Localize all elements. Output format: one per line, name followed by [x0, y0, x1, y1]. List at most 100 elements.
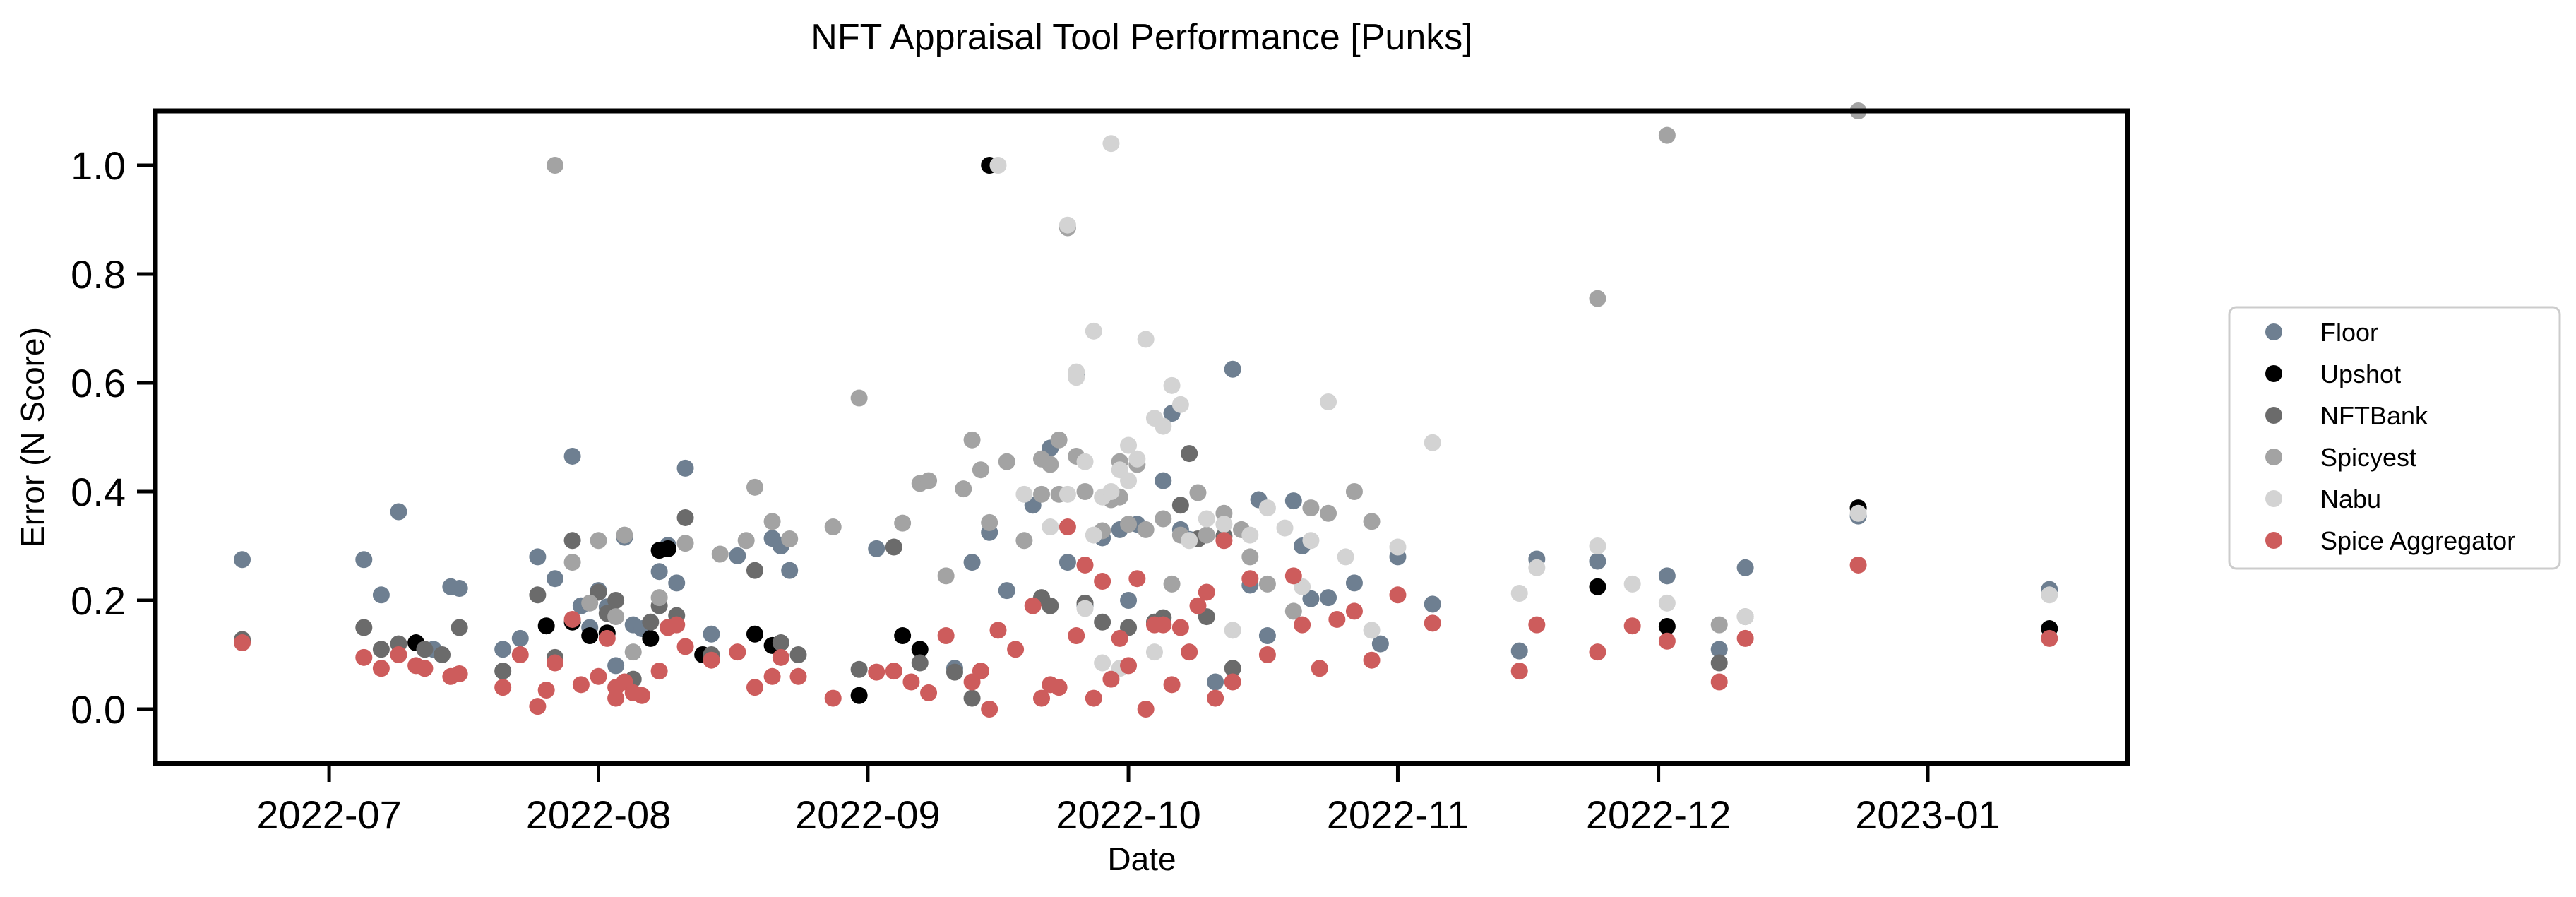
floor-point — [1510, 642, 1528, 660]
floor-point — [1320, 589, 1337, 607]
spicyest-point — [1189, 484, 1207, 501]
nabu-point — [1163, 376, 1181, 394]
nftbank-point — [1094, 613, 1111, 631]
x-axis: 2022-07 2022-08 2022-09 2022-10 2022-11 2022-… — [256, 764, 2000, 837]
nabu-point — [1215, 516, 1233, 533]
nabu-point — [1155, 417, 1172, 435]
nftbank-point — [963, 689, 981, 707]
y-tick-label: 0.2 — [71, 578, 126, 623]
upshot-point — [581, 627, 599, 645]
nabu-point — [1059, 485, 1076, 503]
nftbank-point — [946, 663, 963, 681]
nabu-point — [1015, 485, 1033, 503]
x-tick-label: 2023-01 — [1855, 792, 2000, 837]
nftbank-point — [1224, 660, 1241, 677]
floor-point — [511, 629, 529, 647]
legend-marker — [2265, 407, 2282, 424]
spice-aggregator-point — [676, 638, 694, 655]
spice-aggregator-point — [1189, 597, 1207, 614]
upshot-point — [894, 627, 912, 645]
floor-point — [1710, 641, 1728, 658]
spice-aggregator-point — [1363, 651, 1381, 669]
floor-point — [998, 582, 1015, 600]
spice-aggregator-point — [1215, 532, 1233, 550]
x-tick-label: 2022-10 — [1056, 792, 1201, 837]
nabu-point — [989, 157, 1007, 174]
nabu-point — [1276, 519, 1294, 537]
floor-point — [546, 570, 564, 588]
points-layer — [234, 102, 2058, 718]
floor-point — [1155, 472, 1172, 489]
y-tick-label: 1.0 — [71, 143, 126, 188]
nftbank-point — [451, 619, 468, 636]
x-tick-label: 2022-07 — [256, 792, 402, 837]
floor-point — [1059, 554, 1076, 571]
spice-aggregator-point — [1068, 627, 1085, 645]
nabu-point — [1389, 538, 1407, 556]
spicyest-point — [1710, 616, 1728, 634]
spice-aggregator-point — [1311, 660, 1328, 677]
spicyest-point — [998, 453, 1015, 470]
spice-aggregator-point — [1241, 570, 1259, 588]
nabu-point — [1510, 584, 1528, 602]
nftbank-point — [416, 641, 434, 658]
spice-aggregator-point — [572, 676, 590, 694]
upshot-point — [746, 625, 763, 643]
nabu-point — [1076, 453, 1094, 470]
nabu-point — [1623, 575, 1641, 593]
floor-point — [372, 586, 390, 604]
spice-aggregator-point — [1128, 570, 1146, 588]
spicyest-point — [1363, 513, 1381, 530]
floor-point — [729, 547, 746, 564]
nabu-point — [1085, 526, 1102, 544]
nftbank-point — [676, 509, 694, 526]
nftbank-point — [789, 646, 807, 663]
spice-aggregator-point — [789, 667, 807, 685]
floor-point — [1224, 360, 1241, 378]
spicyest-point — [1033, 485, 1051, 503]
floor-point — [1589, 552, 1606, 570]
spice-aggregator-point — [1284, 567, 1302, 585]
spicyest-point — [746, 478, 763, 496]
spice-aggregator-point — [1007, 641, 1025, 658]
spice-aggregator-point — [1258, 646, 1276, 663]
floor-point — [390, 503, 407, 521]
legend-label: Nabu — [2320, 485, 2381, 513]
spice-aggregator-point — [1389, 586, 1407, 604]
spicyest-point — [1241, 548, 1259, 566]
spice-aggregator-point — [1294, 616, 1311, 634]
spicyest-point — [737, 532, 755, 550]
spice-aggregator-point — [668, 616, 686, 634]
upshot-point — [1658, 617, 1676, 635]
nabu-point — [1094, 654, 1111, 672]
spice-aggregator-point — [1528, 616, 1546, 634]
upshot-point — [659, 540, 676, 557]
spicyest-point — [1198, 526, 1215, 544]
spice-aggregator-point — [1207, 689, 1224, 707]
spice-aggregator-point — [937, 627, 955, 645]
spice-aggregator-point — [729, 643, 746, 661]
spicyest-point — [963, 431, 981, 448]
spice-aggregator-point — [1589, 643, 1606, 661]
nftbank-point — [885, 538, 902, 556]
spice-aggregator-point — [529, 698, 547, 715]
spice-aggregator-point — [416, 660, 434, 677]
nabu-point — [1363, 622, 1381, 639]
spicyest-point — [1120, 516, 1138, 533]
upshot-point — [537, 617, 555, 635]
nabu-point — [1528, 559, 1546, 576]
floor-point — [676, 459, 694, 477]
spice-aggregator-point — [885, 663, 902, 680]
floor-point — [494, 641, 512, 658]
legend-marker — [2265, 532, 2282, 549]
spice-aggregator-point — [372, 660, 390, 677]
floor-point — [1736, 559, 1754, 576]
nabu-point — [1102, 135, 1120, 153]
spice-aggregator-point — [633, 687, 651, 704]
nabu-point — [1076, 600, 1094, 617]
spicyest-point — [850, 389, 868, 407]
nabu-point — [1302, 532, 1320, 550]
y-axis-label: Error (N Score) — [14, 327, 51, 547]
spice-aggregator-point — [1085, 689, 1102, 707]
nftbank-point — [1181, 445, 1198, 463]
